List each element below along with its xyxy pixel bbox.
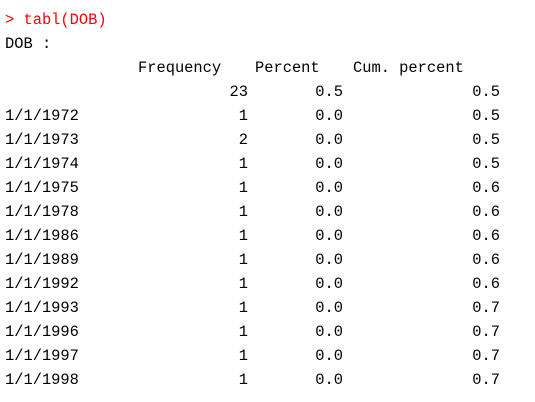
row-label: 1/1/1986 [5, 227, 79, 245]
row-percent: 0.0 [315, 155, 343, 173]
table-row: 23 0.5 0.5 [5, 80, 530, 104]
row-percent: 0.0 [315, 203, 343, 221]
table-row: 1/1/1992 1 0.0 0.6 [5, 272, 530, 296]
row-cum-percent: 0.6 [472, 179, 500, 197]
row-label: 1/1/1972 [5, 107, 79, 125]
row-frequency: 1 [238, 107, 248, 125]
row-cum-percent: 0.7 [472, 371, 500, 389]
row-cum-percent: 0.6 [472, 275, 500, 293]
row-label: 1/1/1997 [5, 347, 79, 365]
table-row: 1/1/1986 1 0.0 0.6 [5, 224, 530, 248]
table-row: 1/1/1997 1 0.0 0.7 [5, 344, 530, 368]
table-row: 1/1/1993 1 0.0 0.7 [5, 296, 530, 320]
row-percent: 0.0 [315, 227, 343, 245]
row-label: 1/1/1975 [5, 179, 79, 197]
table-row: 1/1/1989 1 0.0 0.6 [5, 248, 530, 272]
table-row: 1/1/1973 2 0.0 0.5 [5, 128, 530, 152]
row-percent: 0.0 [315, 251, 343, 269]
row-frequency: 1 [238, 179, 248, 197]
table-row: 1/1/1998 1 0.0 0.7 [5, 368, 530, 392]
table-row: 1/1/1996 1 0.0 0.7 [5, 320, 530, 344]
column-header-frequency: Frequency [138, 59, 222, 77]
table-row: 1/1/1972 1 0.0 0.5 [5, 104, 530, 128]
row-cum-percent: 0.7 [472, 347, 500, 365]
row-label: 1/1/1993 [5, 299, 79, 317]
column-header-row: Frequency Percent Cum. percent [5, 56, 530, 80]
row-frequency: 2 [238, 131, 248, 149]
command-line[interactable]: > tabl(DOB) [5, 11, 107, 29]
row-percent: 0.0 [315, 371, 343, 389]
row-label: 1/1/1992 [5, 275, 79, 293]
row-label: 1/1/1974 [5, 155, 79, 173]
row-frequency: 1 [238, 227, 248, 245]
row-cum-percent: 0.5 [472, 83, 500, 101]
row-frequency: 1 [238, 323, 248, 341]
row-percent: 0.0 [315, 299, 343, 317]
row-cum-percent: 0.6 [472, 203, 500, 221]
row-frequency: 1 [238, 275, 248, 293]
row-percent: 0.0 [315, 107, 343, 125]
row-frequency: 1 [238, 347, 248, 365]
row-cum-percent: 0.5 [472, 107, 500, 125]
row-label: 1/1/1998 [5, 371, 79, 389]
table-row: 1/1/1975 1 0.0 0.6 [5, 176, 530, 200]
row-percent: 0.0 [315, 275, 343, 293]
row-percent: 0.0 [315, 323, 343, 341]
row-percent: 0.0 [315, 131, 343, 149]
table-row: 1/1/1974 1 0.0 0.5 [5, 152, 530, 176]
row-frequency: 1 [238, 203, 248, 221]
row-cum-percent: 0.5 [472, 155, 500, 173]
row-frequency: 1 [238, 371, 248, 389]
row-cum-percent: 0.6 [472, 251, 500, 269]
row-label: 1/1/1973 [5, 131, 79, 149]
column-header-cum-percent: Cum. percent [353, 59, 464, 77]
column-header-percent: Percent [255, 59, 320, 77]
row-cum-percent: 0.7 [472, 323, 500, 341]
row-label: 1/1/1996 [5, 323, 79, 341]
row-frequency: 1 [238, 251, 248, 269]
row-frequency: 23 [229, 83, 248, 101]
row-percent: 0.0 [315, 347, 343, 365]
row-frequency: 1 [238, 155, 248, 173]
row-cum-percent: 0.5 [472, 131, 500, 149]
variable-header: DOB : [5, 35, 52, 53]
row-percent: 0.0 [315, 179, 343, 197]
row-label: 1/1/1989 [5, 251, 79, 269]
row-cum-percent: 0.7 [472, 299, 500, 317]
row-cum-percent: 0.6 [472, 227, 500, 245]
row-percent: 0.5 [315, 83, 343, 101]
row-label: 1/1/1978 [5, 203, 79, 221]
row-frequency: 1 [238, 299, 248, 317]
table-row: 1/1/1978 1 0.0 0.6 [5, 200, 530, 224]
